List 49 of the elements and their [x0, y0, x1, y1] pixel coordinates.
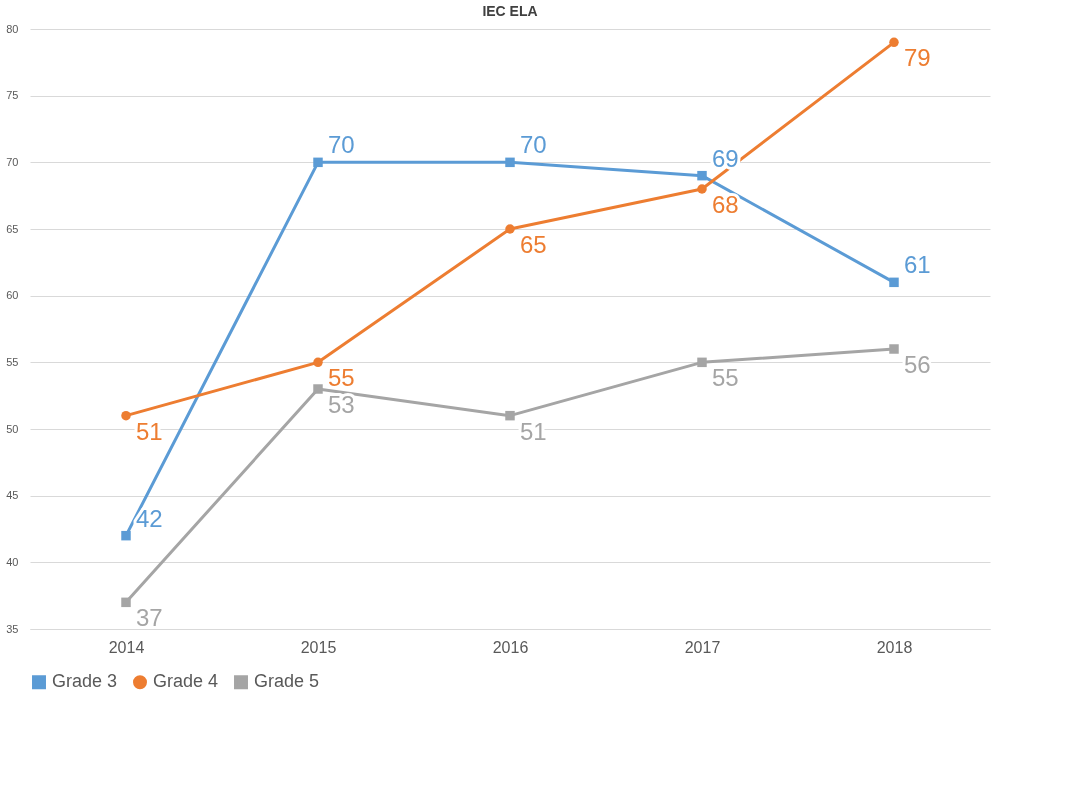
data-label: 53 — [328, 391, 355, 418]
y-tick-label: 45 — [6, 489, 19, 502]
y-tick-label: 60 — [6, 289, 19, 302]
point — [313, 384, 323, 394]
point — [313, 357, 323, 368]
point — [697, 357, 707, 368]
data-label: 37 — [136, 604, 163, 632]
x-tick-label: 2015 — [300, 638, 337, 656]
point — [505, 157, 515, 168]
chart-title: IEC ELA — [482, 3, 538, 19]
point — [505, 410, 515, 421]
legend-label: Grade 4 — [153, 671, 219, 692]
point — [889, 277, 899, 288]
point — [889, 37, 899, 48]
y-tick-label: 50 — [6, 422, 19, 435]
data-label: 79 — [904, 44, 931, 72]
point — [505, 224, 515, 234]
data-label: 55 — [712, 364, 739, 392]
point — [121, 410, 131, 421]
y-tick-label: 35 — [6, 622, 19, 635]
x-tick-label: 2018 — [876, 638, 913, 656]
point — [121, 597, 131, 608]
data-label: 61 — [904, 251, 931, 279]
point — [889, 344, 899, 354]
point — [697, 170, 707, 181]
x-tick-label: 2017 — [684, 638, 721, 656]
y-tick-label: 40 — [6, 555, 19, 568]
data-label: 70 — [520, 131, 547, 159]
data-label: 51 — [520, 417, 547, 445]
y-tick-label: 80 — [6, 22, 19, 35]
y-tick-label: 65 — [6, 222, 19, 235]
y-tick-label: 55 — [6, 355, 19, 368]
y-tick-label: 70 — [6, 155, 19, 168]
legend-label: Grade 5 — [254, 671, 320, 692]
data-label: 69 — [712, 144, 739, 172]
point — [313, 157, 323, 168]
data-label: 51 — [136, 417, 163, 445]
data-label: 42 — [136, 504, 163, 532]
point — [121, 530, 131, 541]
data-label: 65 — [520, 231, 547, 258]
data-label: 56 — [904, 351, 931, 378]
x-tick-label: 2016 — [492, 638, 529, 656]
x-tick-label: 2014 — [108, 638, 145, 656]
data-label: 55 — [328, 364, 355, 392]
point — [697, 184, 707, 194]
y-tick-label: 75 — [6, 89, 19, 102]
legend-label: Grade 3 — [52, 671, 118, 692]
data-label: 68 — [712, 191, 739, 218]
data-label: 70 — [328, 131, 355, 159]
